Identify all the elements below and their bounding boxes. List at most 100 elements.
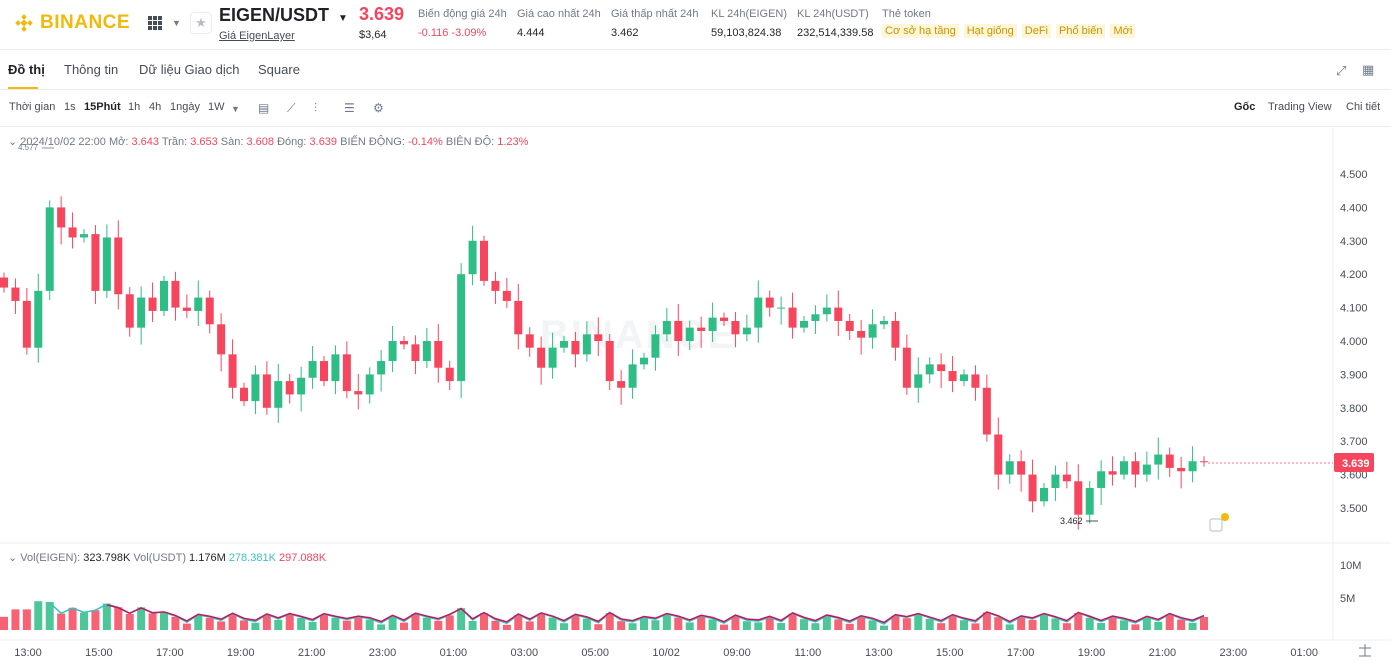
interval-1d[interactable]: 1ngày (170, 101, 200, 113)
low-marker-label: 3.462 (1060, 516, 1083, 526)
candle-body (902, 347, 911, 388)
tab-trading-data[interactable]: Dữ liệu Giao dịch (139, 62, 240, 77)
chevron-down-icon[interactable]: ▼ (231, 104, 240, 114)
candle-body (68, 227, 77, 238)
token-tag[interactable]: Hạt giống (963, 24, 1017, 38)
price-tick-label: 3.800 (1340, 403, 1368, 415)
volume-bar (937, 623, 946, 630)
volume-bar (1188, 622, 1197, 630)
token-tag[interactable]: Phổ biến (1056, 24, 1106, 38)
view-depth[interactable]: Chi tiết (1346, 101, 1381, 113)
volume-bar (240, 620, 248, 630)
candle-body (137, 297, 146, 328)
volume-bar (160, 612, 168, 630)
volume-bar (365, 619, 374, 630)
volume-bar (1005, 624, 1014, 630)
volume-bar (685, 622, 694, 630)
interval-15m[interactable]: 15Phút (84, 101, 121, 113)
time-axis-settings-icon[interactable] (1359, 644, 1371, 657)
volume-bar (788, 613, 797, 630)
interval-4h[interactable]: 4h (149, 101, 162, 113)
candle-body (80, 234, 88, 238)
favorite-star-icon[interactable]: ★ (190, 12, 212, 34)
candle-body (320, 361, 328, 382)
candle-body (914, 374, 923, 388)
volume-bar (742, 621, 751, 630)
volume-bar (845, 623, 854, 630)
volume-bar (502, 624, 511, 630)
volume-bar (1165, 614, 1174, 630)
token-tag[interactable]: Mới (1110, 24, 1136, 38)
token-info-link[interactable]: Giá EigenLayer (219, 30, 295, 42)
candle-body (45, 207, 54, 291)
volume-axis: 10M 5M (1340, 560, 1361, 605)
template-icon[interactable]: ☰ (344, 101, 355, 115)
volume-bars (0, 601, 1208, 630)
interval-1s[interactable]: 1s (64, 101, 76, 113)
candle-body (571, 341, 580, 355)
candle-type-icon[interactable]: ▤ (258, 101, 270, 115)
volume-bar (45, 602, 54, 630)
volume-bar (1097, 623, 1106, 630)
price-tick-label: 4.400 (1340, 202, 1368, 214)
chevron-down-icon[interactable]: ⌄ (8, 136, 18, 148)
candle-body (960, 374, 968, 382)
volume-bar (137, 607, 146, 630)
time-tick-label: 13:00 (14, 647, 42, 659)
compare-icon[interactable]: ⫶ (314, 101, 318, 115)
time-tick-label: 23:00 (369, 647, 397, 659)
ohlc-low: 3.608 (246, 136, 275, 148)
volume-bar (640, 618, 648, 630)
candle-body (662, 320, 671, 335)
token-tag[interactable]: DeFi (1021, 24, 1052, 38)
candle-body (148, 297, 157, 311)
time-tick-label: 03:00 (511, 647, 539, 659)
indicator-icon[interactable]: ⟋ (287, 101, 296, 115)
token-tag[interactable]: Cơ sở hạ tầng (882, 24, 959, 38)
brand-name: BINANCE (40, 12, 131, 33)
last-price-usd: $3,64 (359, 29, 387, 41)
time-tick-label: 15:00 (85, 647, 113, 659)
candle-body (1108, 471, 1117, 475)
binance-logo[interactable]: BINANCE (14, 12, 130, 34)
active-tab-indicator (8, 87, 38, 89)
volume-bar (548, 617, 557, 630)
candle-body (822, 307, 831, 315)
time-tick-label: 05:00 (581, 647, 609, 659)
tab-square[interactable]: Square (258, 62, 300, 77)
volume-bar (1017, 617, 1026, 630)
candle-body (354, 391, 363, 395)
settings-icon[interactable]: ⚙ (373, 101, 384, 115)
candle-body (217, 324, 226, 355)
volume-bar (582, 618, 591, 630)
volume-bar (697, 616, 706, 630)
apps-grid-icon[interactable] (148, 16, 162, 30)
interval-1w[interactable]: 1W (208, 101, 225, 113)
candle-body (1154, 454, 1163, 465)
volume-ma1: 278.381K (228, 552, 276, 564)
candle-body (788, 307, 797, 328)
candlestick-chart[interactable]: BINANCE 4.500 4.400 4.300 4.200 4.100 4.000 3.… (0, 128, 1391, 661)
volume-bar (982, 612, 991, 630)
volume-bar (1177, 619, 1186, 630)
volume-bar (708, 619, 717, 630)
interval-1h[interactable]: 1h (128, 101, 141, 113)
view-original[interactable]: Gốc (1234, 101, 1256, 113)
news-icon[interactable] (1209, 513, 1229, 532)
tab-chart[interactable]: Đồ thị (8, 62, 45, 77)
candle-body (228, 354, 237, 388)
layout-grid-icon[interactable]: ▦ (1362, 62, 1375, 77)
chevron-down-icon[interactable]: ▼ (172, 18, 181, 28)
pair-selector[interactable]: EIGEN/USDT ▼ (219, 5, 348, 26)
volume-tick-label: 10M (1340, 560, 1361, 572)
volume-bar (331, 617, 340, 630)
volume-legend: ⌄ Vol(EIGEN): 323.798K Vol(USDT) 1.176M … (8, 552, 327, 564)
candle-body (377, 361, 386, 375)
tab-info[interactable]: Thông tin (64, 62, 119, 77)
volume-bar (400, 622, 408, 630)
chevron-down-icon[interactable]: ⌄ (8, 552, 18, 564)
view-tradingview[interactable]: Trading View (1268, 101, 1332, 113)
fullscreen-icon[interactable]: ⤢ (1336, 63, 1347, 78)
volume-bar (297, 618, 306, 630)
candle-body (365, 374, 374, 395)
